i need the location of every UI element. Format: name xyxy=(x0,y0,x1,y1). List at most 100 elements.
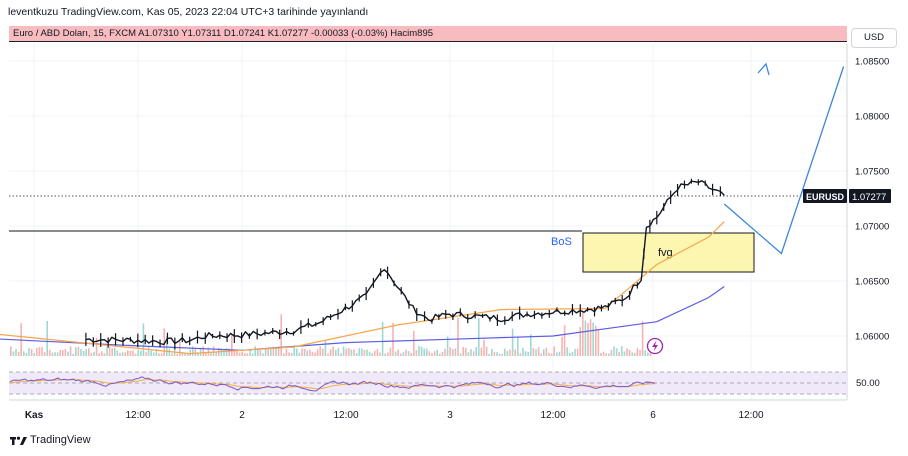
volume-bar xyxy=(262,353,264,356)
volume-bar xyxy=(223,349,225,356)
volume-bar xyxy=(290,353,293,356)
x-tick-label: 12:00 xyxy=(540,410,565,421)
volume-bar xyxy=(540,353,542,356)
volume-bar xyxy=(543,349,545,356)
volume-bar xyxy=(246,353,249,356)
x-tick-label: Kas xyxy=(25,410,44,421)
volume-bar xyxy=(452,349,454,356)
volume-bar xyxy=(62,350,64,356)
tradingview-brand: TradingView xyxy=(30,434,91,446)
volume-bar xyxy=(436,349,438,356)
volume-bar xyxy=(410,352,412,356)
volume-bar xyxy=(51,352,54,356)
volume-bar xyxy=(98,353,100,356)
volume-bar xyxy=(392,322,394,356)
volume-bar xyxy=(462,347,464,356)
volume-bar xyxy=(293,347,295,356)
volume-bar xyxy=(379,352,381,356)
volume-bar xyxy=(649,350,652,356)
volume-bar xyxy=(361,348,363,356)
volume-bars xyxy=(10,311,652,356)
ma-slow-line xyxy=(0,286,725,351)
volume-bar xyxy=(309,349,311,356)
volume-bar xyxy=(33,352,35,356)
volume-bar xyxy=(137,349,139,356)
volume-bar xyxy=(108,346,111,356)
volume-bar xyxy=(350,349,353,356)
volume-bar xyxy=(506,351,509,356)
volume-bar xyxy=(184,353,186,356)
volume-bar xyxy=(303,349,306,356)
volume-bar xyxy=(519,353,522,356)
volume-bar xyxy=(311,351,314,356)
time-axis[interactable]: Kas 12:00 2 12:00 3 12:00 6 12:00 xyxy=(25,410,764,421)
volume-bar xyxy=(189,349,191,356)
volume-bar xyxy=(142,323,145,356)
volume-bar xyxy=(587,323,589,356)
volume-bar xyxy=(433,351,436,356)
svg-text:EURUSD: EURUSD xyxy=(806,192,845,202)
symbol-info-bar: Euro / ABD Doları, 15, FXCM A1.07310 Y1.… xyxy=(9,26,847,42)
volume-bar xyxy=(496,352,498,356)
volume-bar xyxy=(90,353,93,356)
volume-bar xyxy=(166,336,168,356)
price-axis[interactable]: 1.08500 1.08000 1.07500 1.07000 1.06500 1.060… xyxy=(855,57,889,343)
volume-bar xyxy=(259,349,262,356)
volume-bar xyxy=(298,352,301,356)
volume-bar xyxy=(504,348,506,356)
volume-bar xyxy=(59,350,61,356)
volume-bar xyxy=(623,351,626,356)
volume-bar xyxy=(238,352,241,356)
volume-bar xyxy=(212,346,215,356)
volume-bar xyxy=(17,351,20,356)
lightning-icon[interactable] xyxy=(646,337,664,355)
fvg-zone[interactable] xyxy=(582,232,755,273)
volume-bar xyxy=(69,346,72,356)
currency-button[interactable]: USD xyxy=(851,28,897,48)
volume-bar xyxy=(576,348,579,356)
tradingview-footer[interactable]: TradingView xyxy=(10,434,91,446)
volume-bar xyxy=(511,328,514,356)
volume-bar xyxy=(111,348,113,356)
volume-bar xyxy=(608,353,610,356)
volume-bar xyxy=(155,349,158,356)
volume-bar xyxy=(10,346,12,356)
volume-bar xyxy=(283,353,285,356)
volume-bar xyxy=(514,349,516,356)
volume-bar xyxy=(225,348,228,356)
volume-bar xyxy=(121,352,124,356)
volume-bar xyxy=(626,348,628,356)
volume-bar xyxy=(337,347,340,356)
volume-bar xyxy=(272,346,275,356)
volume-bar xyxy=(449,347,451,356)
volume-bar xyxy=(522,347,524,356)
volume-bar xyxy=(595,325,597,356)
volume-bar xyxy=(394,351,397,356)
volume-bar xyxy=(615,348,618,356)
volume-bar xyxy=(413,330,415,356)
volume-bar xyxy=(569,352,571,356)
volume-bar xyxy=(257,348,259,356)
volume-bar xyxy=(264,348,267,356)
volume-bar xyxy=(179,341,181,356)
volume-bar xyxy=(127,350,129,356)
y-tick-label: 1.08000 xyxy=(855,112,889,123)
volume-bar xyxy=(485,346,488,356)
volume-bar xyxy=(56,352,59,356)
ma-fast-line xyxy=(0,221,725,355)
volume-bar xyxy=(124,352,126,356)
volume-bar xyxy=(527,351,529,356)
volume-bar xyxy=(41,346,43,356)
volume-bar xyxy=(186,353,189,356)
volume-bar xyxy=(46,320,48,356)
volume-bar xyxy=(82,351,85,356)
volume-bar xyxy=(210,352,212,356)
volume-bar xyxy=(158,353,160,356)
volume-bar xyxy=(446,336,449,356)
volume-bar xyxy=(43,352,46,356)
projection-path[interactable] xyxy=(723,66,845,255)
volume-bar xyxy=(228,348,230,356)
tradingview-logo-icon xyxy=(10,435,27,445)
volume-bar xyxy=(475,347,477,356)
